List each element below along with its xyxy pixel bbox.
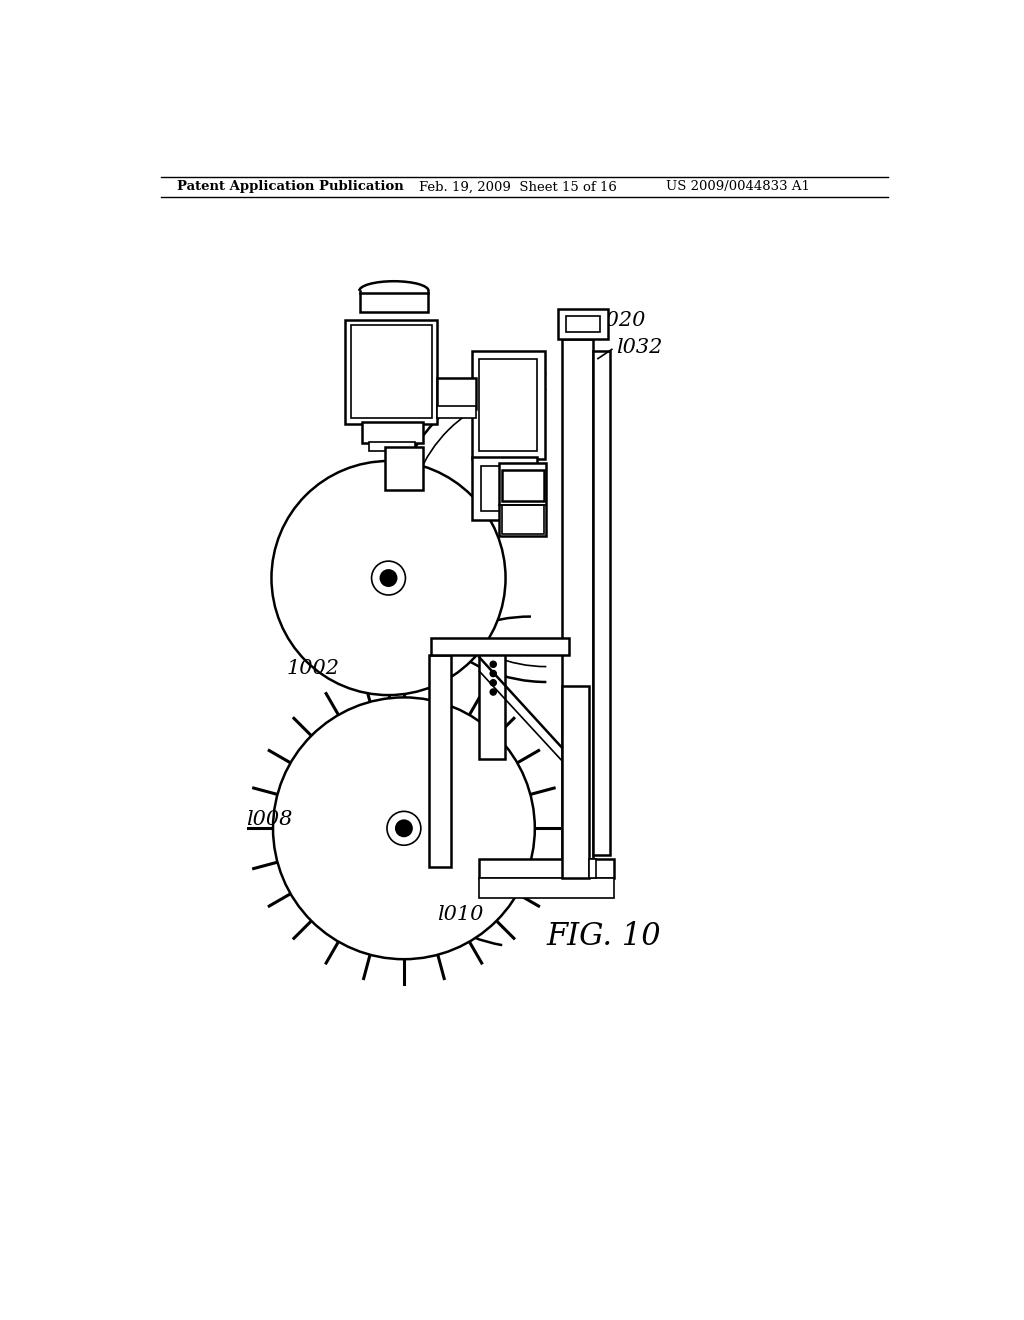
Bar xyxy=(589,859,596,878)
Text: US 2009/0044833 A1: US 2009/0044833 A1 xyxy=(666,181,810,194)
Circle shape xyxy=(271,461,506,696)
Bar xyxy=(345,321,437,424)
Text: Patent Application Publication: Patent Application Publication xyxy=(177,181,403,194)
Bar xyxy=(479,647,505,759)
Circle shape xyxy=(490,689,497,696)
Text: l010: l010 xyxy=(437,906,483,924)
Text: l024: l024 xyxy=(481,458,524,475)
Text: Feb. 19, 2009  Sheet 15 of 16: Feb. 19, 2009 Sheet 15 of 16 xyxy=(419,181,617,194)
Bar xyxy=(562,686,589,878)
Bar xyxy=(479,359,538,451)
Circle shape xyxy=(490,671,497,677)
Circle shape xyxy=(396,821,412,836)
Bar xyxy=(385,447,423,490)
Bar xyxy=(351,326,432,418)
Bar xyxy=(472,457,538,520)
Bar xyxy=(431,638,569,655)
Bar xyxy=(437,407,475,418)
Bar xyxy=(502,506,544,535)
Bar xyxy=(437,378,475,409)
Bar xyxy=(360,293,428,313)
Circle shape xyxy=(387,812,421,845)
Circle shape xyxy=(372,561,406,595)
Circle shape xyxy=(273,697,535,960)
Bar xyxy=(558,309,608,339)
Bar xyxy=(361,422,423,444)
Text: FIG. 10: FIG. 10 xyxy=(547,920,660,952)
Text: l032: l032 xyxy=(615,338,663,356)
Bar xyxy=(565,317,600,331)
Text: 1002: 1002 xyxy=(286,659,339,677)
Bar xyxy=(562,339,593,867)
Text: l020: l020 xyxy=(599,310,645,330)
Bar xyxy=(479,859,614,878)
Bar xyxy=(429,655,451,867)
Bar xyxy=(593,351,609,855)
Bar xyxy=(479,878,614,898)
Bar xyxy=(499,462,547,536)
Circle shape xyxy=(490,680,497,686)
Circle shape xyxy=(381,570,396,586)
Bar xyxy=(370,442,416,451)
Text: l008: l008 xyxy=(246,809,293,829)
Bar xyxy=(481,466,527,511)
Bar xyxy=(502,470,544,502)
Bar xyxy=(472,351,545,459)
Circle shape xyxy=(490,661,497,668)
